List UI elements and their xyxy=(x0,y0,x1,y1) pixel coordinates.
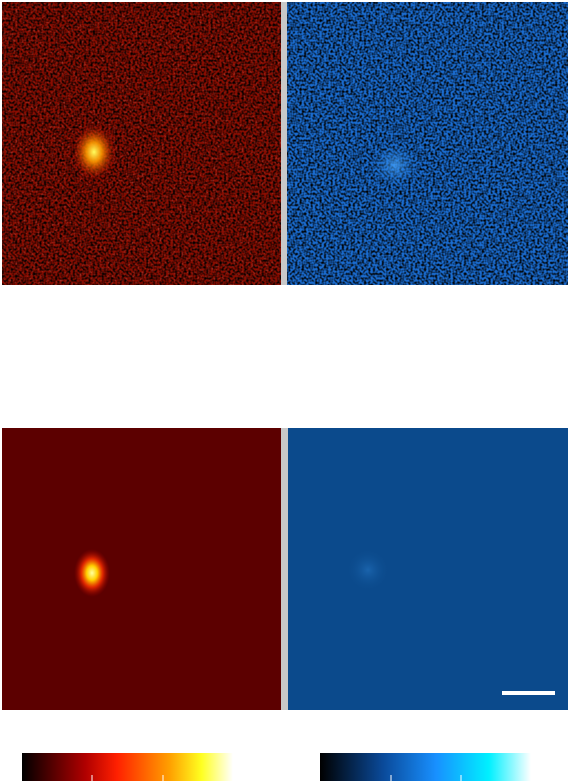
blue-colorbar xyxy=(320,753,531,781)
fit-blue-panel xyxy=(288,428,568,710)
bright-spot xyxy=(72,124,116,180)
separator xyxy=(281,428,288,710)
faint-spot xyxy=(371,143,419,187)
colorbar xyxy=(320,753,531,781)
noise-dark xyxy=(287,2,568,285)
fit-red-panel xyxy=(2,428,281,710)
bright-spot xyxy=(74,549,110,597)
hot-colorbar xyxy=(22,753,233,781)
panel-background xyxy=(288,428,568,710)
faint-spot xyxy=(346,548,390,592)
noise-dark xyxy=(2,2,281,285)
colorbar xyxy=(22,753,233,781)
raw-red-panel xyxy=(2,2,281,285)
raw-blue-panel xyxy=(287,2,568,285)
panel-background xyxy=(2,428,281,710)
separator xyxy=(281,2,287,285)
scale-bar xyxy=(502,691,555,695)
